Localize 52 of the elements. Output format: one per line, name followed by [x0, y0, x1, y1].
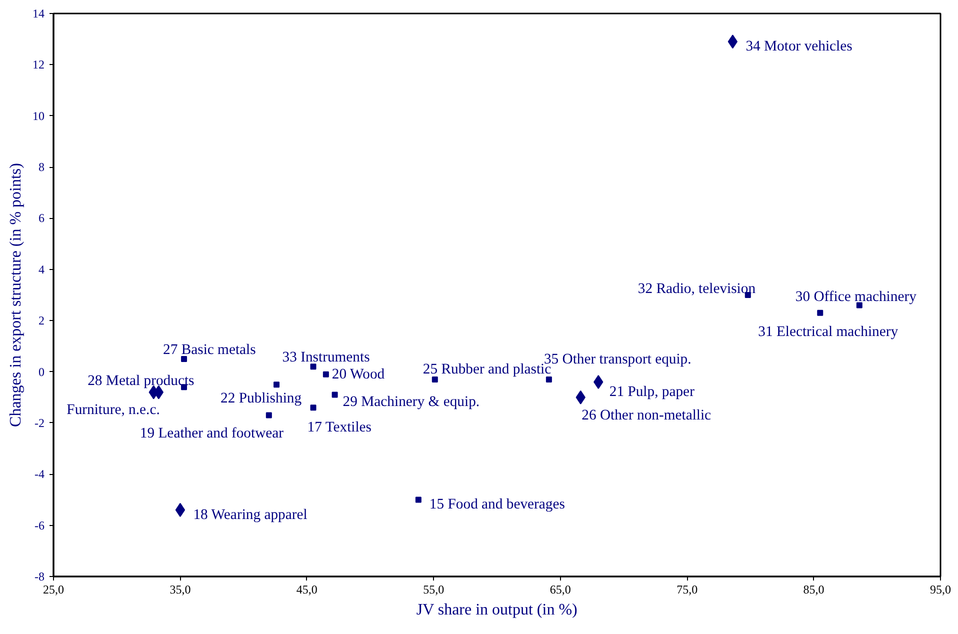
point	[432, 376, 438, 382]
y-axis-title: Changes in export structure (in % points)	[8, 163, 24, 427]
y-tick-label: 2	[38, 314, 44, 328]
annotation: 29 Machinery & equip.	[342, 394, 480, 410]
y-tick-label: 6	[38, 211, 44, 226]
point	[817, 310, 824, 316]
annotation: 19 Leather and footwear	[140, 425, 284, 442]
y-tick-label: 14	[32, 6, 44, 20]
annotation: 28 Metal products	[88, 373, 195, 390]
annotation: 21 Pulp, paper	[609, 384, 695, 400]
x-tick-label: 85,0	[803, 582, 824, 596]
annotation: 33 Instruments	[282, 350, 370, 366]
point	[310, 364, 316, 370]
point	[728, 34, 738, 49]
x-tick-label: 95,0	[930, 582, 951, 596]
annotation: 20 Wood	[332, 366, 386, 382]
point	[310, 404, 316, 411]
point	[266, 412, 272, 418]
point	[274, 382, 280, 388]
annotation: 15 Food and beverages	[429, 496, 566, 513]
point	[181, 356, 188, 362]
annotation: 30 Office machinery	[795, 289, 918, 306]
annotation: Furniture, n.e.c.	[66, 402, 160, 418]
y-tick-label: -2	[34, 416, 45, 430]
y-tick-label: -8	[34, 570, 45, 584]
annotation: 18 Wearing apparel	[193, 506, 308, 523]
y-tick-label: 8	[38, 160, 44, 174]
y-tick-label: -6	[34, 518, 45, 532]
annotation: 27 Basic metals	[163, 342, 256, 358]
x-tick-label: 45,0	[296, 582, 318, 596]
x-tick-label: 75,0	[676, 582, 698, 596]
y-tick-label: 0	[38, 364, 44, 379]
x-tick-label: 35,0	[170, 582, 191, 596]
annotation: 35 Other transport equip.	[544, 351, 692, 368]
point	[322, 371, 329, 378]
y-tick-label: 10	[32, 108, 44, 123]
annotation: 34 Motor vehicles	[746, 38, 853, 55]
annotation: 31 Electrical machinery	[758, 324, 899, 340]
annotation: 22 Publishing	[220, 390, 302, 407]
y-tick-label: 4	[38, 262, 44, 276]
x-axis-title: JV share in output (in %)	[416, 602, 578, 618]
x-tick-label: 55,0	[423, 582, 444, 596]
x-tick-label: 65,0	[550, 582, 571, 596]
x-tick-label: 25,0	[43, 582, 64, 596]
point	[332, 392, 338, 398]
point	[175, 502, 186, 517]
y-tick-label: 12	[32, 58, 44, 72]
y-tick-label: -4	[34, 467, 45, 482]
annotation: 32 Radio, television	[638, 281, 756, 297]
annotation: 17 Textiles	[307, 420, 372, 436]
annotation: 26 Other non-metallic	[582, 407, 712, 424]
point	[415, 496, 422, 503]
